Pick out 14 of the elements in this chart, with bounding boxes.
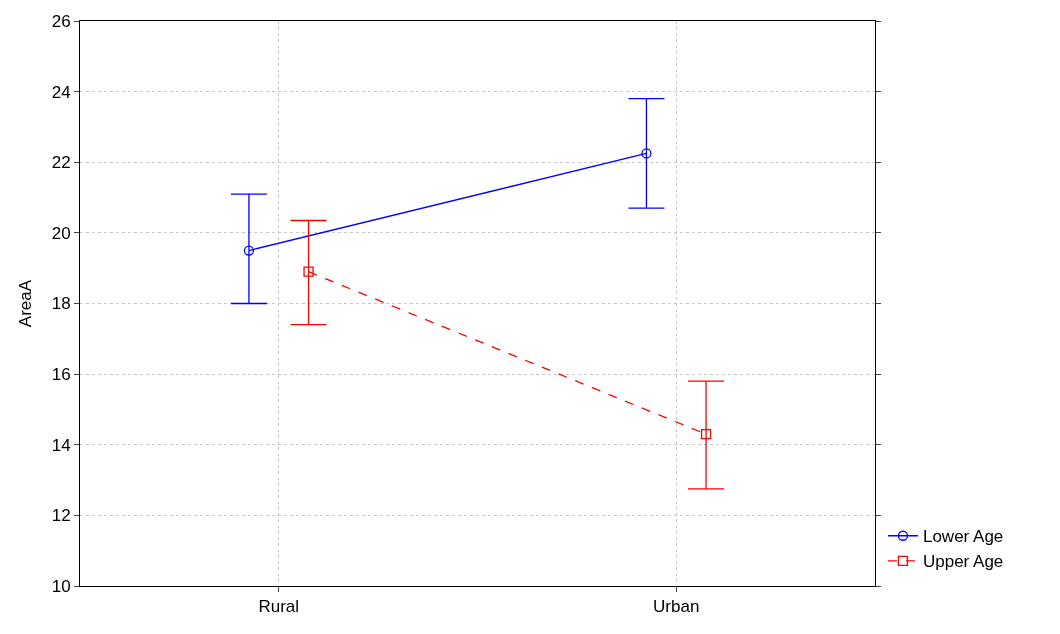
- y-tick-label: 20: [51, 223, 71, 243]
- y-tick-label: 22: [51, 153, 71, 173]
- legend-label: Upper Age: [922, 552, 1004, 572]
- y-axis-title: AreaA: [16, 279, 36, 328]
- y-tick-label: 14: [51, 435, 71, 455]
- y-tick-label: 26: [51, 11, 71, 31]
- y-tick-label: 10: [51, 576, 71, 596]
- y-tick-label: 18: [51, 294, 71, 314]
- y-tick-label: 24: [51, 82, 71, 102]
- x-tick-label: Urban: [653, 597, 700, 617]
- legend-label: Lower Age: [922, 527, 1004, 547]
- x-tick-label: Rural: [258, 597, 300, 617]
- y-tick-label: 12: [51, 506, 71, 526]
- y-tick-label: 16: [51, 365, 71, 385]
